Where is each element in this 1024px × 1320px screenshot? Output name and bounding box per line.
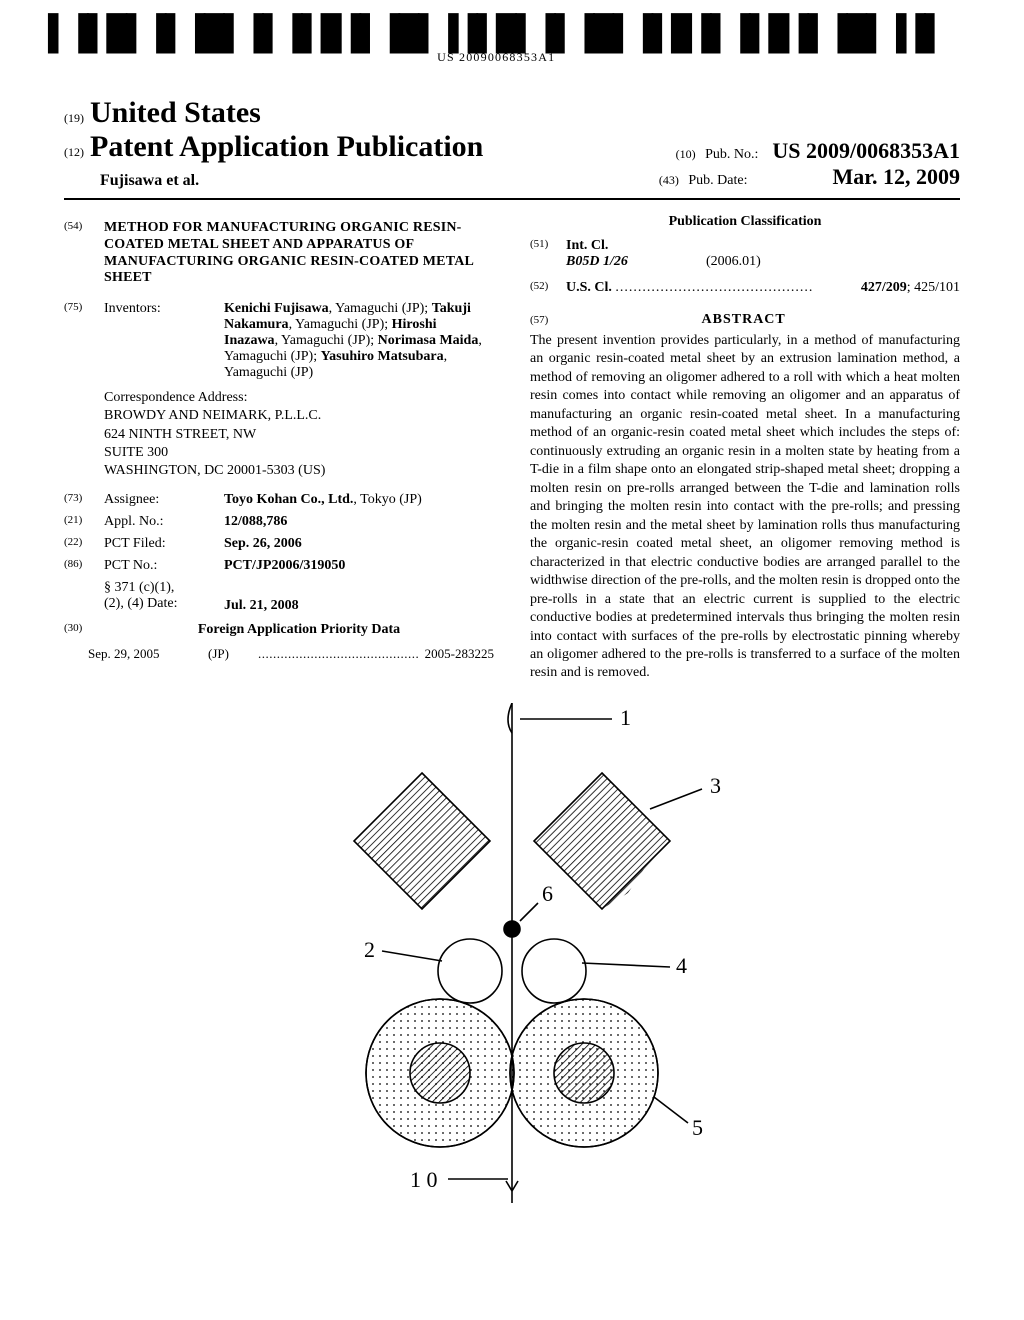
priority-date: Sep. 29, 2005: [88, 646, 208, 662]
pub-number: US 2009/0068353A1: [772, 138, 960, 163]
barcode-block: ▌▐▌█▌▐▌▐█▌▐▌▐▌█▐▌▐█▌▐▐▌█▌▐▌▐█▌▐▌█▐▌▐▌█▐▌…: [48, 20, 944, 65]
para371-value: Jul. 21, 2008: [224, 580, 494, 614]
abstract-heading: ABSTRACT: [702, 312, 786, 327]
invention-title: METHOD FOR MANUFACTURING ORGANIC RESIN-C…: [104, 220, 494, 287]
header-rule: [64, 198, 960, 200]
left-column: (54) METHOD FOR MANUFACTURING ORGANIC RE…: [64, 214, 494, 683]
pub-type: Patent Application Publication: [90, 130, 483, 164]
abstract-text: The present invention provides particula…: [530, 332, 960, 683]
inventors-list: Kenichi Fujisawa, Yamaguchi (JP); Takuji…: [224, 301, 494, 381]
pub-class-heading: Publication Classification: [530, 214, 960, 230]
intcl-label: Int. Cl.: [566, 238, 706, 254]
intcl-year: (2006.01): [706, 254, 761, 270]
fig-label-6: 6: [542, 881, 553, 906]
patent-figure: 1 3 6 2 4 5 1 0: [272, 703, 752, 1223]
fig-label-2: 2: [364, 937, 375, 962]
intcl-class: B05D 1/26: [566, 254, 706, 270]
pubdate-prefix: (43): [659, 173, 679, 187]
fig-label-1: 1: [620, 705, 631, 730]
fig-label-5: 5: [692, 1115, 703, 1140]
f30-num: (30): [64, 622, 104, 638]
pctno-label: PCT No.:: [104, 558, 224, 574]
addr-line3: SUITE 300: [104, 444, 494, 462]
fig-label-3: 3: [710, 773, 721, 798]
addr-line4: WASHINGTON, DC 20001-5303 (US): [104, 462, 494, 480]
f51-num: (51): [530, 238, 566, 254]
pubno-prefix: (10): [676, 147, 696, 161]
correspondence-address: Correspondence Address: BROWDY AND NEIMA…: [104, 389, 494, 480]
addr-label: Correspondence Address:: [104, 389, 494, 407]
f52-num: (52): [530, 280, 566, 296]
pub-date: Mar. 12, 2009: [832, 164, 960, 189]
fig-label-10: 1 0: [410, 1167, 438, 1192]
addr-line1: BROWDY AND NEIMARK, P.L.L.C.: [104, 407, 494, 425]
priority-country: (JP): [208, 646, 258, 662]
para371-label: § 371 (c)(1), (2), (4) Date:: [104, 580, 224, 612]
applno-value: 12/088,786: [224, 514, 494, 530]
priority-dots: [258, 646, 425, 662]
addr-line2: 624 NINTH STREET, NW: [104, 426, 494, 444]
f86-num: (86): [64, 558, 104, 574]
pubtype-prefix: (12): [64, 145, 84, 160]
assignee-value: Toyo Kohan Co., Ltd., Tokyo (JP): [224, 492, 494, 508]
uscl-value: 427/209; 425/101: [861, 280, 960, 296]
pctfiled-label: PCT Filed:: [104, 536, 224, 552]
fig-label-4: 4: [676, 953, 687, 978]
right-column: Publication Classification (51) Int. Cl.…: [530, 214, 960, 683]
f75-num: (75): [64, 301, 104, 313]
uscl-label: U.S. Cl.: [566, 280, 813, 296]
assignee-label: Assignee:: [104, 492, 224, 508]
f21-num: (21): [64, 514, 104, 530]
pctno-value: PCT/JP2006/319050: [224, 558, 494, 574]
barcode-stripes: ▌▐▌█▌▐▌▐█▌▐▌▐▌█▐▌▐█▌▐▐▌█▌▐▌▐█▌▐▌█▐▌▐▌█▐▌…: [48, 20, 944, 48]
pubno-label: Pub. No.:: [705, 147, 758, 162]
priority-number: 2005-283225: [425, 646, 494, 662]
pubdate-label: Pub. Date:: [688, 173, 747, 188]
f54-num: (54): [64, 220, 104, 232]
f22-num: (22): [64, 536, 104, 552]
inventors-label: Inventors:: [104, 301, 224, 317]
pctfiled-value: Sep. 26, 2006: [224, 536, 494, 552]
f57-num: (57): [530, 314, 548, 326]
first-inventor: Fujisawa et al.: [100, 172, 199, 190]
priority-heading: Foreign Application Priority Data: [104, 622, 494, 638]
applno-label: Appl. No.:: [104, 514, 224, 530]
country: United States: [90, 96, 261, 130]
f73-num: (73): [64, 492, 104, 508]
country-prefix: (19): [64, 111, 84, 126]
doc-header: (19) United States (12) Patent Applicati…: [64, 96, 960, 190]
bibliographic-columns: (54) METHOD FOR MANUFACTURING ORGANIC RE…: [64, 214, 960, 683]
